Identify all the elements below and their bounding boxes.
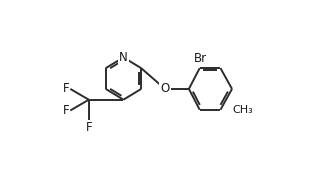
Text: N: N [119,51,128,64]
Text: O: O [160,82,170,95]
Text: F: F [62,104,69,117]
Text: Br: Br [194,52,207,65]
Text: F: F [62,82,69,95]
Text: F: F [85,121,92,134]
Text: CH₃: CH₃ [233,105,253,115]
